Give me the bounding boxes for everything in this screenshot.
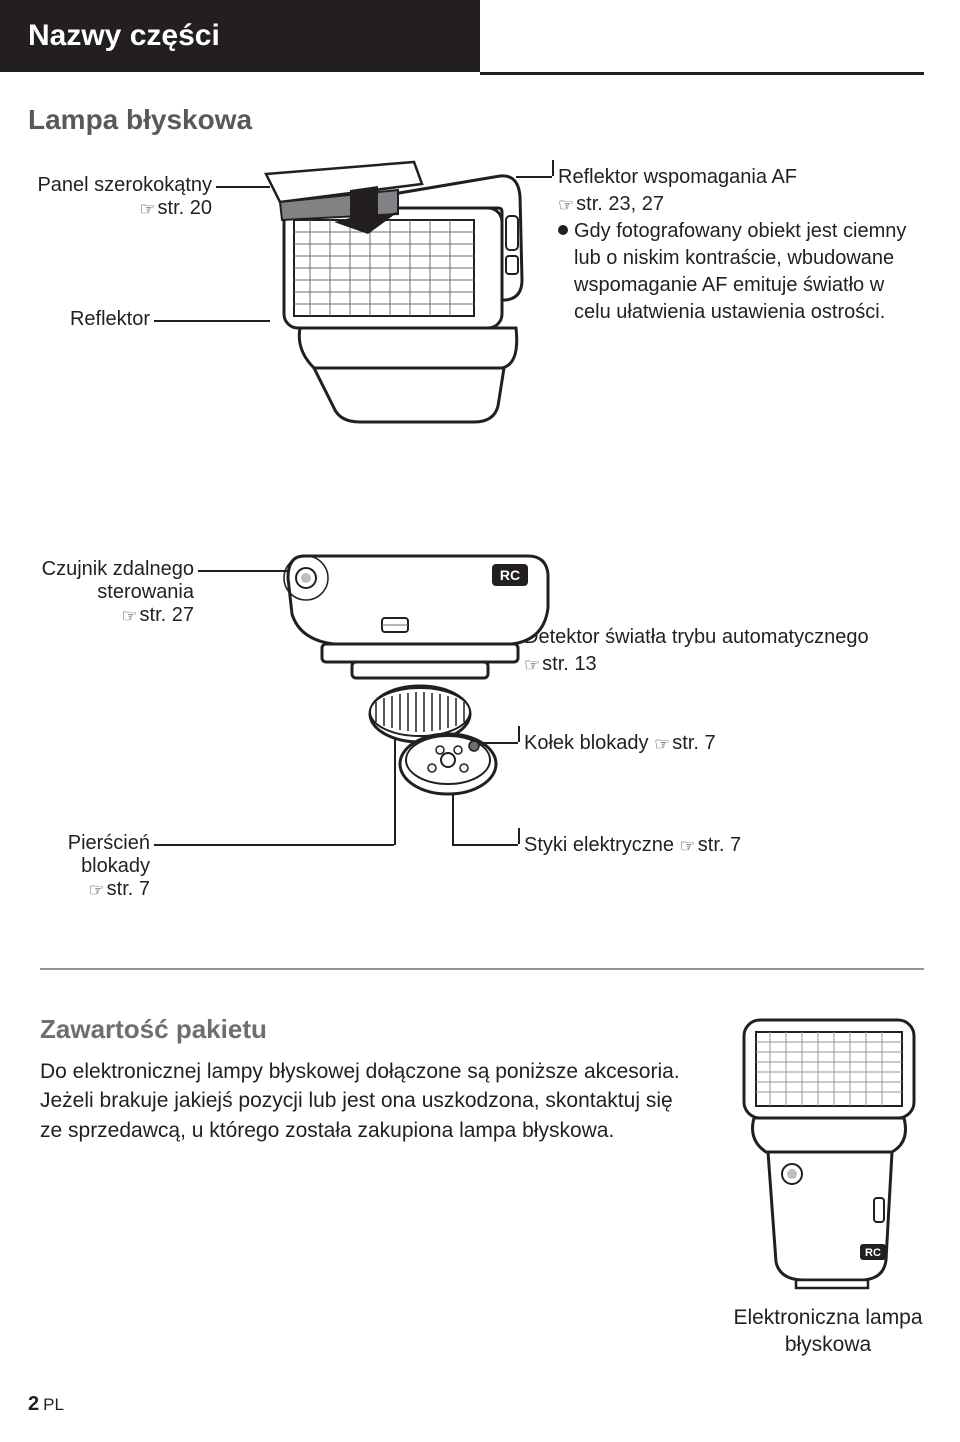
label-lock-pin-page: ☞str. 7 [654, 732, 716, 754]
label-af-title-text: Reflektor wspomagania AF [558, 164, 918, 191]
label-lock-pin: Kołek blokady ☞str. 7 [524, 730, 884, 757]
label-remote-sensor-page: ☞str. 27 [20, 604, 194, 627]
label-contacts-page: ☞str. 7 [680, 834, 742, 856]
section-subtitle: Lampa błyskowa [28, 104, 252, 136]
package-caption: Elektroniczna lampa błyskowa [728, 1304, 928, 1359]
package-figure: RC [734, 1014, 924, 1294]
label-remote-sensor: Czujnik zdalnego sterowania ☞str. 27 [20, 558, 194, 627]
hotshoe-diagram: Czujnik zdalnego sterowania ☞str. 27 Pie… [20, 554, 924, 934]
hotshoe-svg: RC [280, 554, 560, 814]
label-lock-ring-page: ☞str. 7 [20, 878, 150, 901]
leader-ring-h [154, 844, 394, 846]
label-lock-ring-text1: Pierścień [20, 832, 150, 855]
label-af-reflector: Reflektor wspomagania AF ☞str. 23, 27 Gd… [558, 164, 918, 326]
label-contacts: Styki elektryczne ☞str. 7 [524, 832, 884, 859]
flash-product-svg: RC [734, 1014, 924, 1294]
label-remote-sensor-text: Czujnik zdalnego sterowania [20, 558, 194, 604]
flash-unit-figure [250, 160, 550, 420]
label-auto-detector-text: Detektor światła trybu automatycznego [524, 626, 869, 648]
leader-contacts-v [518, 828, 520, 844]
svg-text:RC: RC [865, 1247, 881, 1259]
label-reflector: Reflektor [20, 308, 150, 331]
hand-icon: ☞ [558, 193, 574, 217]
leader-af-v [552, 160, 554, 176]
section-divider [40, 968, 924, 970]
label-reflector-text: Reflektor [70, 308, 150, 330]
page-region: PL [43, 1395, 64, 1414]
label-contacts-text: Styki elektryczne [524, 834, 674, 856]
svg-text:RC: RC [500, 567, 520, 583]
package-section: Zawartość pakietu Do elektronicznej lamp… [40, 1014, 924, 1145]
label-panel-wide-text: Panel szerokokątny [20, 174, 212, 197]
bullet-icon [558, 225, 568, 235]
leader-contacts-h [452, 844, 518, 846]
page-number-value: 2 [28, 1393, 39, 1415]
flash-unit-svg [250, 160, 550, 430]
label-auto-detector: Detektor światła trybu automatycznego ☞s… [524, 624, 904, 678]
hotshoe-figure: RC [280, 554, 560, 814]
label-panel-wide: Panel szerokokątny ☞str. 20 [20, 174, 212, 220]
hand-icon: ☞ [680, 834, 696, 858]
hand-icon: ☞ [89, 880, 105, 901]
hand-icon: ☞ [121, 606, 137, 627]
label-af-bullet: Gdy fotografowany obiekt jest ciemny lub… [558, 218, 918, 326]
label-lock-ring-text2: blokady [20, 855, 150, 878]
label-af-title-page: ☞str. 23, 27 [558, 191, 918, 218]
page-number: 2PL [28, 1393, 64, 1416]
label-af-body: Gdy fotografowany obiekt jest ciemny lub… [574, 218, 918, 326]
header-block: Nazwy części [0, 0, 480, 72]
package-body: Do elektronicznej lampy błyskowej dołącz… [40, 1057, 680, 1145]
label-lock-ring: Pierścień blokady ☞str. 7 [20, 832, 150, 901]
hand-icon: ☞ [654, 732, 670, 756]
page-title: Nazwy części [28, 19, 220, 53]
header-rule [480, 72, 924, 75]
flash-diagram: Panel szerokokątny ☞str. 20 Reflektor Re… [20, 160, 924, 580]
label-panel-wide-page: ☞str. 20 [20, 197, 212, 220]
hand-icon: ☞ [139, 199, 155, 220]
